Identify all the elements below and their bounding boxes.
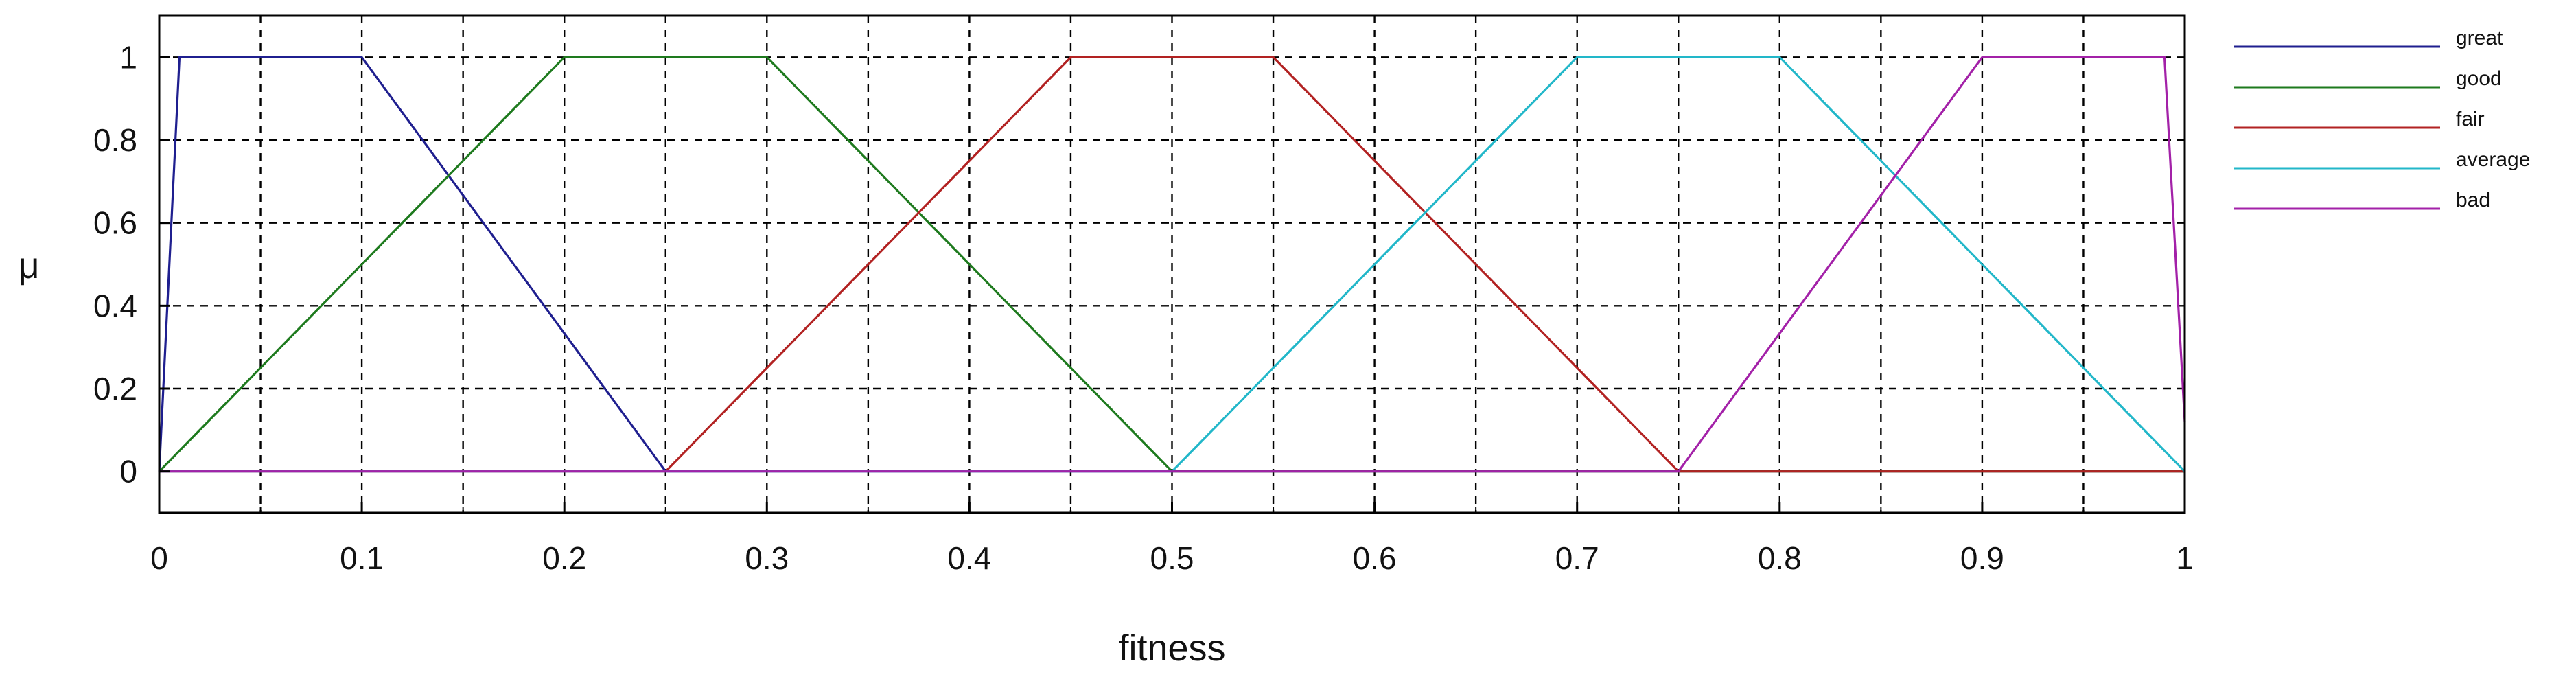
x-tick-label: 0.3 <box>745 540 789 576</box>
series-lines <box>158 56 2186 473</box>
x-tick-label: 1 <box>2176 540 2194 576</box>
x-tick-label: 0.1 <box>340 540 384 576</box>
x-tick-label: 0.4 <box>947 540 991 576</box>
x-axis-title: fitness <box>1118 628 1225 669</box>
series-line-bad <box>159 56 2186 473</box>
y-tick-label: 0.6 <box>93 205 137 241</box>
y-tick-label: 0.8 <box>93 122 137 158</box>
grid <box>159 16 2185 513</box>
x-tick-label: 0.6 <box>1353 540 1397 576</box>
x-tick-label: 0 <box>150 540 168 576</box>
legend-label-average: average <box>2456 148 2530 171</box>
axis-ticks: 0 0.1 0.2 0.3 0.4 0.5 0.6 0.7 0.8 0.9 1 0 0.2 0.4 0.6 0… <box>93 39 2194 576</box>
x-tick-label: 0.8 <box>1758 540 1802 576</box>
y-tick-label: 0.2 <box>93 371 137 406</box>
legend-label-bad: bad <box>2456 189 2490 211</box>
x-tick-label: 0.5 <box>1150 540 1194 576</box>
legend: great good fair average bad <box>2234 27 2530 211</box>
legend-label-great: great <box>2456 27 2503 49</box>
x-tick-label: 0.2 <box>542 540 586 576</box>
legend-label-fair: fair <box>2456 108 2485 130</box>
y-tick-label: 1 <box>119 39 137 75</box>
x-tick-label: 0.7 <box>1555 540 1599 576</box>
x-tick-label: 0.9 <box>1960 540 2004 576</box>
y-tick-label: 0 <box>119 454 137 490</box>
legend-label-good: good <box>2456 67 2502 90</box>
y-tick-label: 0.4 <box>93 288 137 323</box>
y-axis-title: μ <box>18 245 39 286</box>
